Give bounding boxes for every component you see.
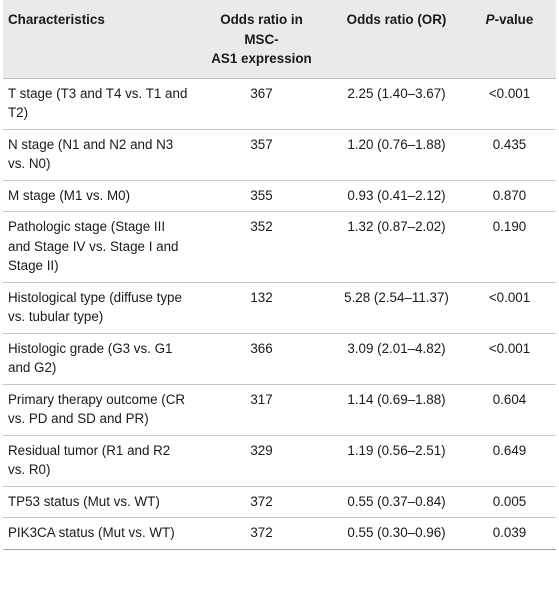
header-p-letter: P [485,12,495,27]
cell-characteristic: TP53 status (Mut vs. WT) [3,486,193,518]
cell-p-value: 0.870 [463,180,556,212]
cell-p-value: 0.190 [463,211,556,283]
cell-n: 372 [193,486,330,518]
cell-characteristic: Histologic grade (G3 vs. G1 and G2) [3,333,193,385]
cell-n: 367 [193,78,330,130]
cell-characteristic: T stage (T3 and T4 vs. T1 and T2) [3,78,193,130]
cell-or: 3.09 (2.01–4.82) [330,333,463,385]
cell-p-value: <0.001 [463,78,556,130]
table-row: Primary therapy outcome (CR vs. PD and S… [3,384,556,436]
cell-p-value: <0.001 [463,282,556,334]
cell-characteristic: Pathologic stage (Stage III and Stage IV… [3,211,193,283]
header-row: Characteristics Odds ratio in MSC- AS1 e… [3,0,556,79]
header-odds-ratio-expression: Odds ratio in MSC- AS1 expression [193,0,330,79]
cell-n: 317 [193,384,330,436]
cell-characteristic: Primary therapy outcome (CR vs. PD and S… [3,384,193,436]
header-odds-ratio-expression-line3: AS1 expression [211,51,312,66]
cell-or: 1.14 (0.69–1.88) [330,384,463,436]
cell-n: 352 [193,211,330,283]
cell-n: 357 [193,129,330,181]
cell-or: 1.19 (0.56–2.51) [330,435,463,487]
table-row: N stage (N1 and N2 and N3 vs. N0) 357 1.… [3,129,556,181]
cell-or: 0.93 (0.41–2.12) [330,180,463,212]
cell-or: 5.28 (2.54–11.37) [330,282,463,334]
table-header: Characteristics Odds ratio in MSC- AS1 e… [3,0,556,79]
cell-n: 366 [193,333,330,385]
header-odds-ratio-expression-line2: MSC- [244,31,279,47]
table-row: Residual tumor (R1 and R2 vs. R0) 329 1.… [3,435,556,487]
header-odds-ratio: Odds ratio (OR) [330,0,463,79]
odds-ratio-table: Characteristics Odds ratio in MSC- AS1 e… [3,0,556,550]
cell-or: 0.55 (0.37–0.84) [330,486,463,518]
cell-characteristic: M stage (M1 vs. M0) [3,180,193,212]
cell-characteristic: PIK3CA status (Mut vs. WT) [3,517,193,550]
table-row: Pathologic stage (Stage III and Stage IV… [3,211,556,283]
cell-characteristic: Histological type (diffuse type vs. tubu… [3,282,193,334]
cell-p-value: 0.435 [463,129,556,181]
header-p-suffix: -value [494,12,534,27]
table-row: Histologic grade (G3 vs. G1 and G2) 366 … [3,333,556,385]
cell-n: 132 [193,282,330,334]
cell-n: 329 [193,435,330,487]
cell-p-value: 0.039 [463,517,556,550]
cell-p-value: 0.604 [463,384,556,436]
cell-or: 1.20 (0.76–1.88) [330,129,463,181]
cell-p-value: 0.005 [463,486,556,518]
cell-characteristic: N stage (N1 and N2 and N3 vs. N0) [3,129,193,181]
table-row: TP53 status (Mut vs. WT) 372 0.55 (0.37–… [3,486,556,518]
table-row: T stage (T3 and T4 vs. T1 and T2) 367 2.… [3,78,556,130]
header-p-value: P-value [463,0,556,79]
cell-n: 355 [193,180,330,212]
cell-or: 2.25 (1.40–3.67) [330,78,463,130]
table-body: T stage (T3 and T4 vs. T1 and T2) 367 2.… [3,78,556,550]
table-row: Histological type (diffuse type vs. tubu… [3,282,556,334]
cell-characteristic: Residual tumor (R1 and R2 vs. R0) [3,435,193,487]
cell-p-value: <0.001 [463,333,556,385]
header-odds-ratio-expression-line1: Odds ratio in [220,12,303,27]
table-row: PIK3CA status (Mut vs. WT) 372 0.55 (0.3… [3,517,556,550]
cell-n: 372 [193,517,330,550]
cell-or: 0.55 (0.30–0.96) [330,517,463,550]
cell-p-value: 0.649 [463,435,556,487]
header-characteristics: Characteristics [3,0,193,79]
table-row: M stage (M1 vs. M0) 355 0.93 (0.41–2.12)… [3,180,556,212]
cell-or: 1.32 (0.87–2.02) [330,211,463,283]
